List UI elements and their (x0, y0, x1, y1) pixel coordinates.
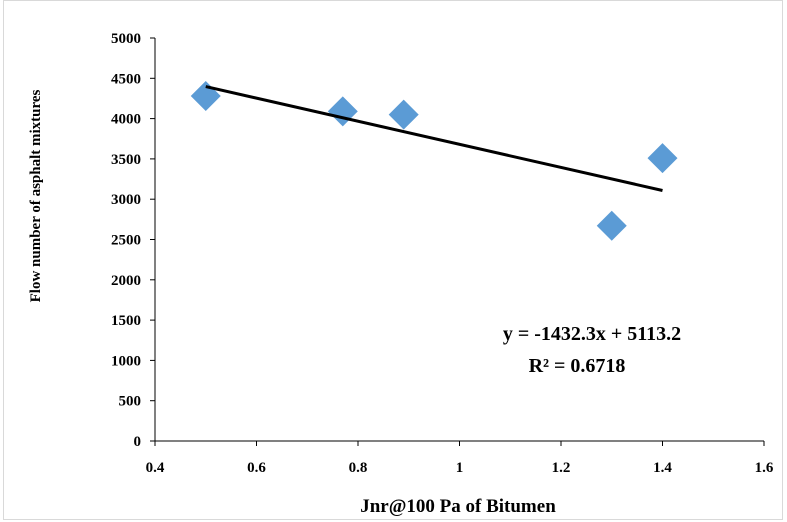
y-tick-marks (150, 37, 155, 442)
data-point (647, 143, 678, 174)
y-axis-title: Flow number of asphalt mixtures (28, 89, 44, 302)
x-tick-label: 1 (456, 460, 464, 476)
y-tick-label: 2500 (111, 233, 141, 249)
x-tick-marks (154, 441, 765, 446)
data-point (596, 210, 627, 241)
data-point (190, 81, 221, 112)
r-squared-label: R² = 0.6718 (529, 355, 626, 377)
y-tick-label: 1000 (111, 353, 141, 369)
y-tick-label: 4000 (111, 112, 141, 128)
y-tick-label: 500 (119, 394, 142, 410)
x-tick-label: 1.6 (755, 460, 774, 476)
data-point (388, 99, 419, 130)
y-tick-label: 3000 (111, 192, 141, 208)
y-tick-label: 3500 (111, 152, 141, 168)
trendline-equation: y = -1432.3x + 5113.2 (503, 323, 681, 345)
x-tick-label: 1.2 (552, 460, 571, 476)
x-tick-label: 0.6 (247, 460, 266, 476)
x-tick-label: 1.4 (653, 460, 672, 476)
data-point (327, 96, 358, 127)
data-points (190, 81, 678, 241)
x-tick-label: 0.4 (146, 460, 165, 476)
y-tick-labels: 0 500 1000 1500 2000 2500 3000 3500 4000 4500 5000 (111, 31, 141, 450)
x-tick-label: 0.8 (349, 460, 368, 476)
chart-frame (3, 0, 783, 520)
y-tick-label: 2000 (111, 273, 141, 289)
x-tick-labels: 0.4 0.6 0.8 1 1.2 1.4 1.6 (146, 460, 774, 476)
y-tick-label: 4500 (111, 71, 141, 87)
x-axis-title: Jnr@100 Pa of Bitumen (360, 496, 556, 517)
y-tick-label: 0 (134, 434, 142, 450)
y-tick-label: 5000 (111, 31, 141, 47)
y-tick-label: 1500 (111, 313, 141, 329)
trendline (205, 85, 663, 192)
